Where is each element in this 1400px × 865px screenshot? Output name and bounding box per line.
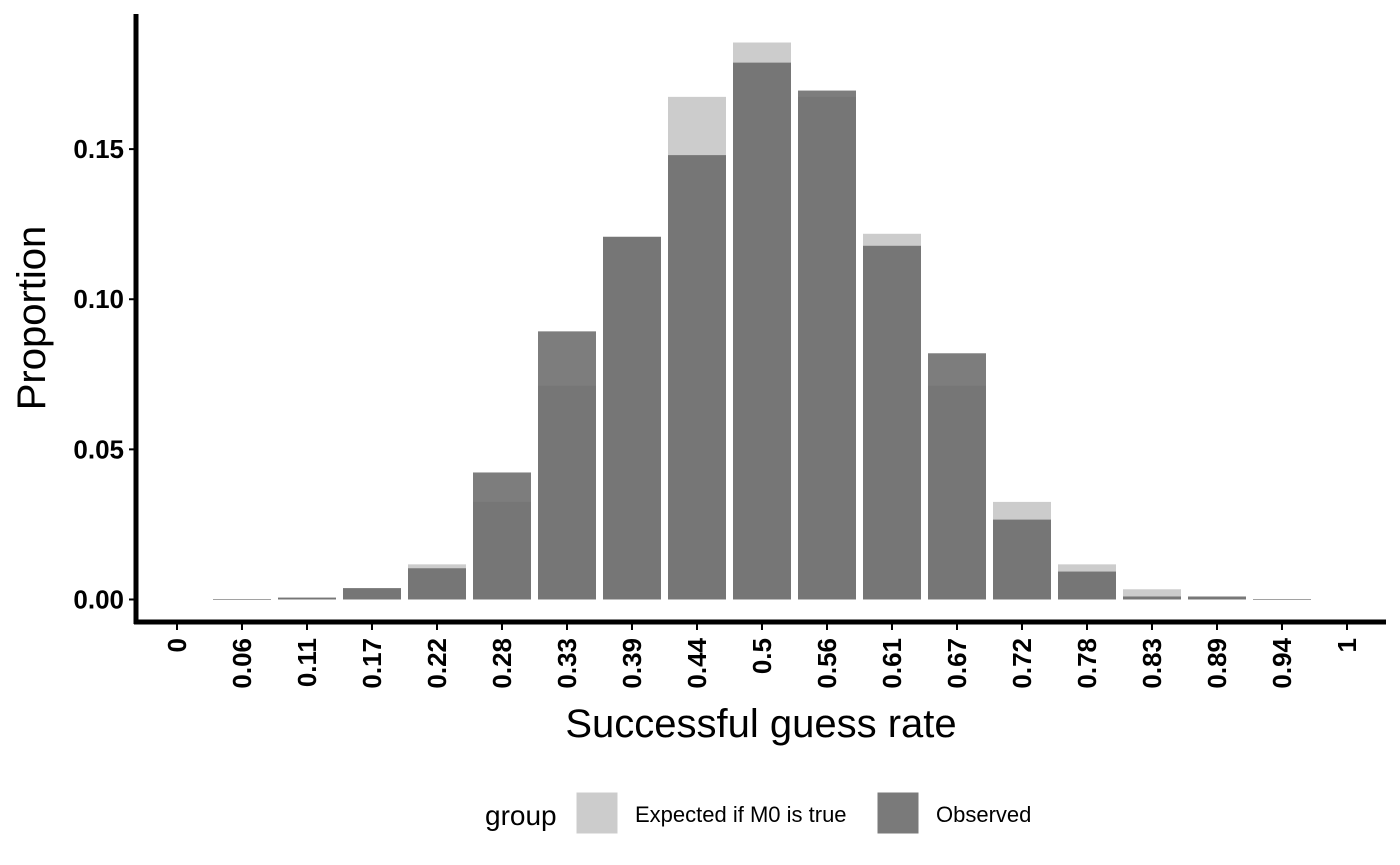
bar-observed-0.28: [473, 472, 531, 600]
bar-observed-0.56: [798, 90, 856, 600]
bar-observed-0.94: [1253, 599, 1311, 600]
x-tick-label: 0.39: [617, 638, 647, 689]
bar-observed-0.67: [928, 353, 986, 600]
x-tick-label: 0.28: [487, 638, 517, 689]
bar-observed-0.72: [993, 519, 1051, 600]
legend-swatch-expected: [575, 791, 619, 835]
y-tick-label: 0.10: [73, 284, 124, 314]
bar-observed-0.22: [408, 568, 466, 600]
x-tick-label: 0.72: [1007, 638, 1037, 689]
y-axis-title: Proportion: [10, 226, 54, 411]
bar-observed-0.44: [668, 155, 726, 600]
legend: group Expected if M0 is true Observed: [485, 791, 1031, 835]
bar-observed-0.33: [538, 331, 596, 600]
x-tick-label: 0.33: [552, 638, 582, 689]
bar-observed-0.78: [1058, 571, 1116, 600]
bar-observed-0.11: [278, 597, 336, 600]
bar-observed-0.89: [1188, 596, 1246, 600]
legend-label-expected: Expected if M0 is true: [635, 802, 847, 827]
x-tick-label: 0.94: [1267, 637, 1297, 688]
y-tick-label: 0.00: [73, 584, 124, 614]
x-tick-label: 0.11: [292, 638, 322, 687]
x-tick-label: 0: [162, 638, 192, 652]
x-tick-label: 0.67: [942, 638, 972, 689]
legend-swatch-observed: [876, 791, 920, 835]
bar-observed-0.17: [343, 588, 401, 600]
x-tick-label: 0.44: [682, 637, 712, 688]
x-tick-label: 0.56: [812, 638, 842, 689]
bars-layer: [213, 42, 1311, 600]
bar-observed-0.5: [733, 62, 791, 600]
y-axis-ticks: 0.00 0.05 0.10 0.15: [73, 134, 136, 614]
x-tick-label: 0.83: [1137, 638, 1167, 689]
x-tick-label: 0.22: [422, 638, 452, 689]
bar-observed-0.06: [213, 599, 271, 600]
bar-observed-0.83: [1123, 596, 1181, 600]
bar-observed-0.39: [603, 236, 661, 600]
legend-label-observed: Observed: [936, 802, 1031, 827]
x-tick-label: 0.61: [877, 638, 907, 689]
bar-observed-0.61: [863, 245, 921, 600]
x-axis-ticks: 0 0.06 0.11 0.17 0.22 0.28 0.33 0.39 0.44 0.5 0.56…: [162, 622, 1362, 689]
x-tick-label: 0.17: [357, 638, 387, 689]
x-tick-label: 0.89: [1202, 638, 1232, 689]
legend-title: group: [485, 800, 557, 831]
x-tick-label: 1: [1332, 638, 1362, 652]
x-axis-title: Successful guess rate: [565, 702, 956, 746]
x-tick-label: 0.78: [1072, 638, 1102, 689]
x-tick-label: 0.5: [747, 638, 777, 674]
bar-expected-0.83: [1123, 589, 1181, 600]
x-tick-label: 0.06: [227, 638, 257, 689]
y-tick-label: 0.05: [73, 434, 124, 464]
y-tick-label: 0.15: [73, 134, 124, 164]
